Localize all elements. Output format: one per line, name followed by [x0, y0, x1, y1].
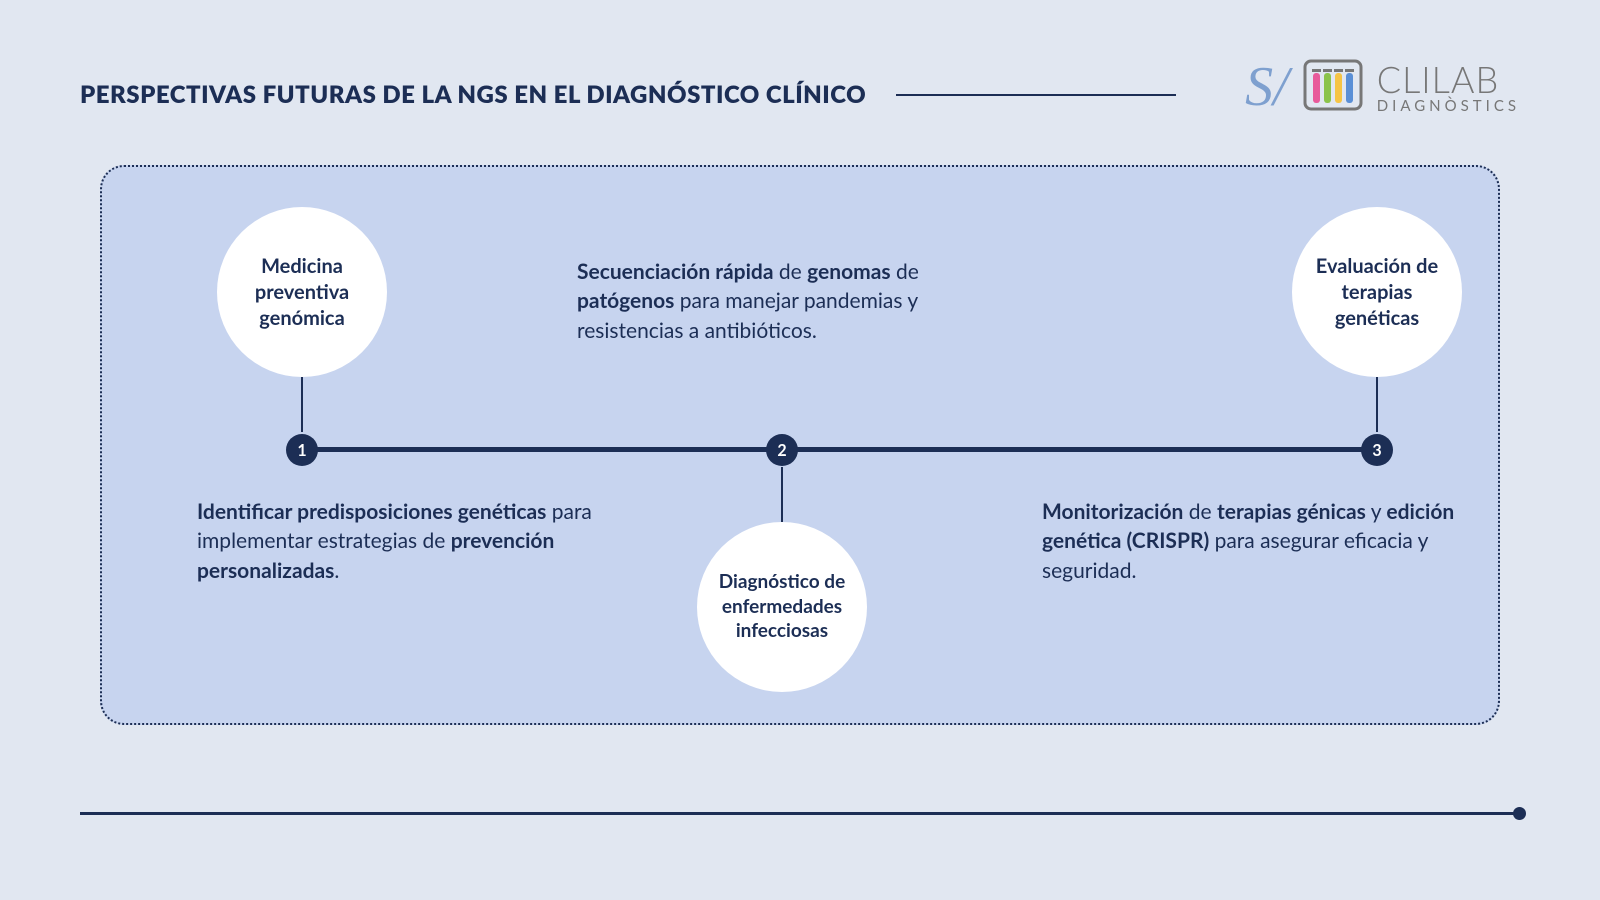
footer-dot-icon: [1513, 807, 1526, 820]
logo: S/ CLILAB DIAGNÒSTICS: [1245, 55, 1520, 119]
timeline-desc-3: Monitorización de terapias génicas y edi…: [1042, 497, 1462, 585]
page-title: PERSPECTIVAS FUTURAS DE LA NGS EN EL DIA…: [80, 80, 866, 109]
timeline-node-3: 3: [1361, 434, 1393, 466]
timeline-desc-1: Identificar predisposiciones genéticas p…: [197, 497, 617, 585]
timeline-node-2: 2: [766, 434, 798, 466]
timeline: Medicina preventiva genómica 1 Identific…: [102, 167, 1498, 723]
test-tubes-icon: [1303, 57, 1363, 117]
node-number: 3: [1372, 441, 1381, 460]
timeline-stem-3: [1376, 377, 1378, 432]
logo-main: CLILAB: [1377, 61, 1520, 97]
timeline-circle-3: Evaluación de terapias genéticas: [1292, 207, 1462, 377]
footer-divider: [80, 812, 1520, 815]
logo-sub: DIAGNÒSTICS: [1377, 99, 1520, 114]
timeline-desc-2: Secuenciación rápida de genomas de patóg…: [577, 257, 1007, 345]
circle-label: Evaluación de terapias genéticas: [1310, 253, 1444, 331]
circle-label: Medicina preventiva genómica: [235, 253, 369, 331]
circle-label: Diagnóstico de enfermedades infecciosas: [715, 570, 849, 644]
logo-prefix: S/: [1245, 55, 1289, 119]
timeline-node-1: 1: [286, 434, 318, 466]
timeline-circle-2: Diagnóstico de enfermedades infecciosas: [697, 522, 867, 692]
content-panel: Medicina preventiva genómica 1 Identific…: [100, 165, 1500, 725]
timeline-axis: [292, 447, 1378, 452]
node-number: 2: [777, 441, 786, 460]
title-divider: [896, 94, 1176, 96]
timeline-stem-2: [781, 467, 783, 522]
timeline-circle-1: Medicina preventiva genómica: [217, 207, 387, 377]
timeline-stem-1: [301, 377, 303, 432]
logo-text: CLILAB DIAGNÒSTICS: [1377, 61, 1520, 114]
node-number: 1: [297, 441, 306, 460]
